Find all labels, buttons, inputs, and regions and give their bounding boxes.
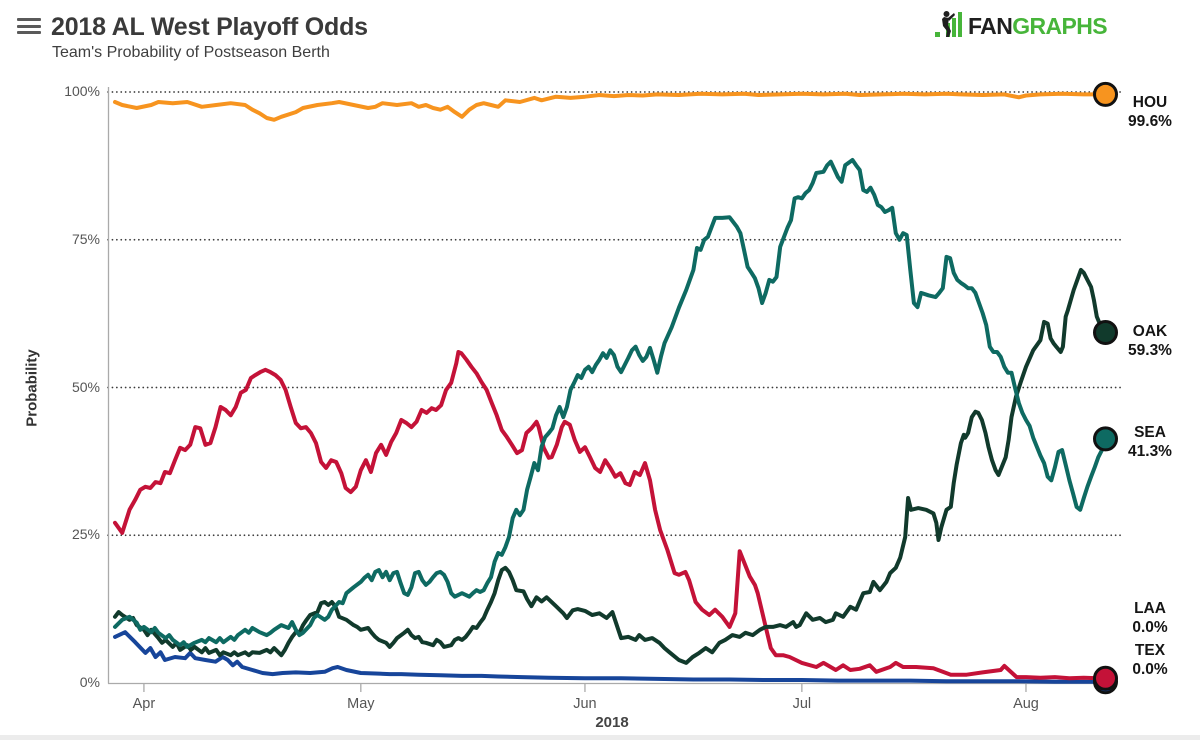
bottom-divider	[0, 735, 1200, 740]
page-title: 2018 AL West Playoff Odds	[51, 13, 368, 41]
end-label-team: TEX	[1134, 642, 1166, 659]
end-label-value: 59.3%	[1128, 342, 1172, 359]
endpoint-dot-SEA	[1093, 426, 1118, 452]
logo-text-graphs: GRAPHS	[1012, 13, 1108, 39]
x-axis-title: 2018	[595, 714, 629, 731]
menu-icon[interactable]	[17, 18, 41, 36]
end-label-LAA: LAA 0.0%	[1105, 599, 1195, 637]
end-label-team: OAK	[1132, 323, 1168, 340]
fangraphs-logo[interactable]: FAN GRAPHS	[934, 9, 1108, 39]
end-label-team: HOU	[1132, 94, 1168, 111]
end-label-value: 99.6%	[1128, 113, 1172, 130]
series-line-LAA	[113, 350, 1108, 681]
series-line-TEX	[113, 630, 1108, 684]
series-line-HOU	[113, 91, 1108, 122]
end-label-OAK: OAK 59.3%	[1105, 322, 1195, 360]
end-label-SEA: SEA 41.3%	[1105, 423, 1195, 461]
y-tick-label-0%: 0%	[79, 674, 100, 690]
x-tick-label-Aug: Aug	[1013, 696, 1039, 712]
y-tick-label-100%: 100%	[64, 83, 100, 99]
y-tick-label-75%: 75%	[71, 230, 100, 247]
end-label-team: SEA	[1134, 424, 1166, 441]
logo-text-fan: FAN	[968, 13, 1013, 39]
x-tick-label-Jun: Jun	[573, 696, 597, 712]
page-subtitle: Team's Probability of Postseason Berth	[52, 44, 330, 61]
endpoint-dot-LAA	[1093, 665, 1118, 691]
x-tick-label-Apr: Apr	[132, 696, 156, 712]
fangraphs-batter-icon	[935, 11, 962, 37]
y-tick-label-50%: 50%	[71, 378, 100, 395]
end-label-value: 0.0%	[1132, 661, 1168, 678]
end-label-value: 0.0%	[1132, 619, 1168, 636]
end-label-team: LAA	[1134, 600, 1166, 617]
endpoint-dot-OAK	[1093, 320, 1118, 345]
x-tick-label-May: May	[347, 696, 375, 712]
end-label-TEX: TEX 0.0%	[1105, 641, 1195, 679]
end-label-value: 41.3%	[1128, 443, 1172, 460]
end-label-HOU: HOU 99.6%	[1105, 93, 1195, 131]
series-line-OAK	[113, 267, 1108, 665]
series-line-SEA	[113, 158, 1108, 649]
endpoint-dot-HOU	[1093, 81, 1118, 107]
x-tick-label-Jul: Jul	[792, 696, 812, 712]
y-tick-label-25%: 25%	[71, 526, 100, 543]
